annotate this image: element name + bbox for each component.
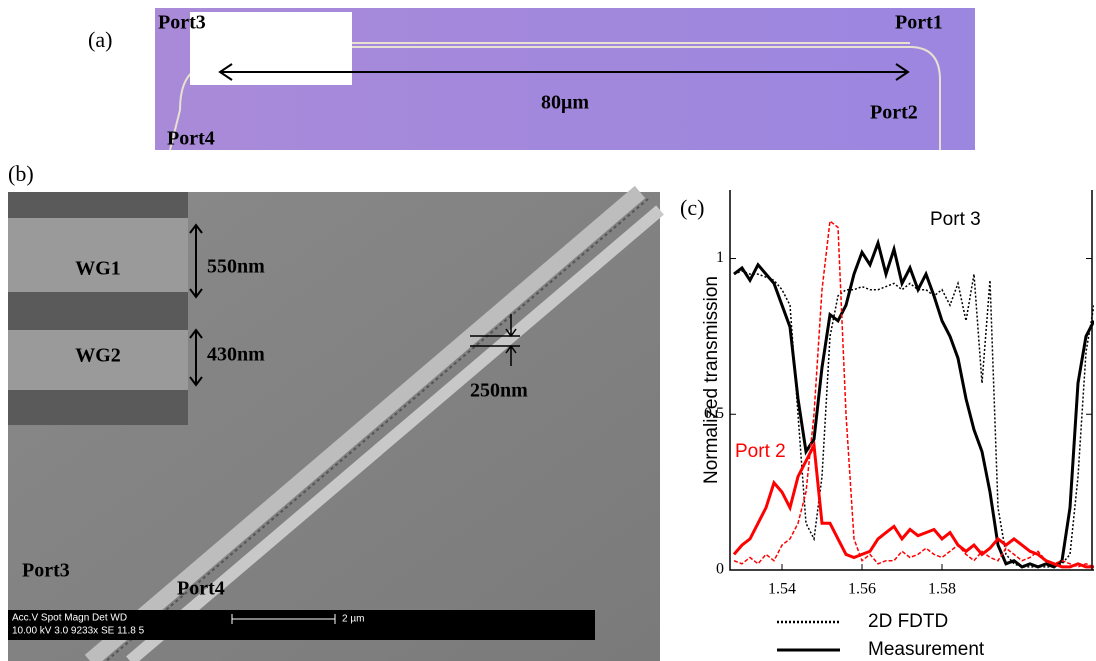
port-label: Port4 [167, 128, 215, 150]
scale-length: 2 µm [342, 614, 364, 625]
series-label: Port 3 [930, 209, 981, 230]
x-tick-label: 1.58 [928, 581, 956, 598]
panel-label: (c) [680, 195, 704, 220]
port-label: Port3 [158, 12, 206, 34]
y-tick-label: 0 [716, 561, 724, 578]
port-label: Port4 [177, 578, 225, 600]
port-label: Port2 [870, 102, 918, 124]
x-tick-label: 1.56 [848, 581, 876, 598]
width-label: 430nm [207, 344, 265, 366]
measurement-line [734, 243, 1094, 567]
measurement-line [734, 445, 1094, 567]
panel-label: (a) [88, 27, 112, 52]
panel-label: (b) [8, 161, 34, 186]
blank-patch [190, 12, 352, 85]
figure: (a) Port3 Port1 Port4 Port2 80μm (b) WG1… [0, 0, 1096, 661]
series-label: Port 2 [735, 441, 786, 462]
port-label: Port1 [895, 12, 943, 34]
sem-header: Acc.V Spot Magn Det WD [12, 613, 127, 624]
gap-label: 250nm [470, 380, 528, 402]
legend-label: 2D FDTD [868, 611, 948, 632]
length-label: 80μm [541, 92, 589, 114]
fdtd-line [734, 271, 1094, 567]
width-label: 550nm [207, 256, 265, 278]
sem-values: 10.00 kV 3.0 9233x SE 11.8 5 [12, 626, 145, 637]
y-axis-label: Normalized transmission [701, 276, 722, 484]
y-tick-label: 0.5 [704, 405, 724, 422]
inset-wg1 [8, 218, 188, 292]
port-label: Port3 [22, 560, 70, 582]
plot: Port 3 Port 2 1.54 1.56 1.58 0 0.5 1 2D FDTD Meas… [704, 190, 1094, 660]
axis-frame [730, 190, 1094, 570]
x-tick-label: 1.54 [768, 581, 796, 598]
legend-label: Measurement [868, 639, 985, 660]
fdtd-line [734, 221, 1094, 567]
inset-label: WG2 [75, 345, 121, 367]
inset-label: WG1 [75, 258, 121, 280]
y-tick-label: 1 [716, 249, 724, 266]
